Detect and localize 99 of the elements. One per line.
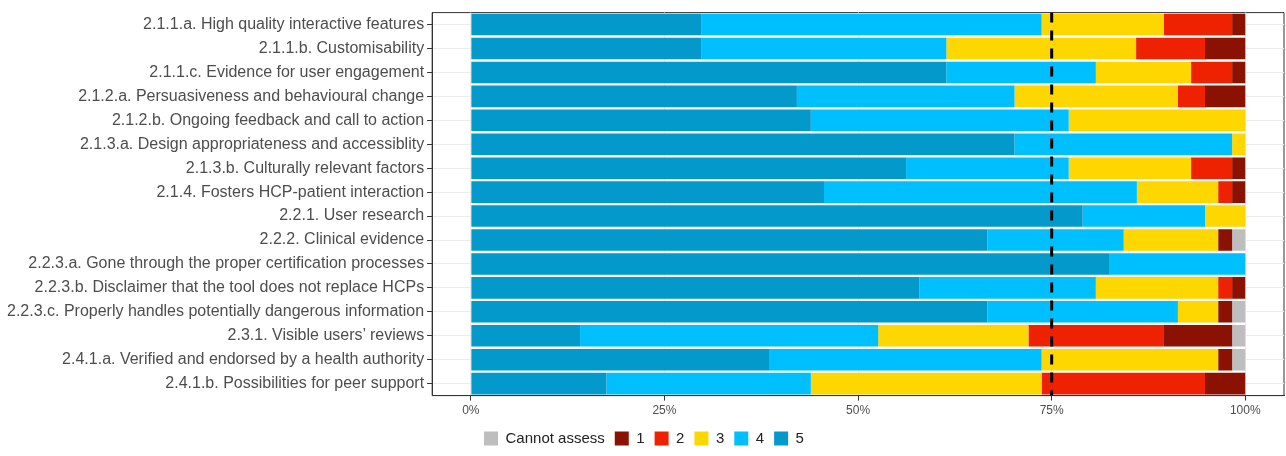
bar xyxy=(1205,37,1246,60)
bar xyxy=(471,37,702,60)
y-tick-label: 2.2.3.c. Properly handles potentially dangerous information xyxy=(7,302,425,320)
x-tick-label: 0% xyxy=(462,403,480,418)
y-tick-label: 2.1.1.a. High quality interactive features xyxy=(143,14,425,32)
bar xyxy=(1218,181,1233,203)
bar xyxy=(1014,133,1233,156)
bar xyxy=(1109,253,1246,275)
bar xyxy=(1177,301,1219,323)
bar xyxy=(471,205,1083,227)
bar xyxy=(471,229,988,251)
bar xyxy=(769,348,1042,371)
bar xyxy=(1232,13,1246,36)
bar xyxy=(471,133,1015,156)
y-tick-label: 2.2.1. User research xyxy=(279,206,425,224)
y-tick-label: 2.2.2. Clinical evidence xyxy=(259,230,425,248)
bar xyxy=(878,324,1029,347)
bar xyxy=(1218,229,1233,251)
bar xyxy=(1028,324,1164,347)
y-tick-label: 2.1.3.a. Design appropriateness and accessiblity xyxy=(79,134,425,152)
bar xyxy=(1205,372,1246,395)
bar xyxy=(919,277,1096,299)
bar xyxy=(1163,324,1233,347)
bar xyxy=(606,372,811,395)
bar xyxy=(1068,157,1192,179)
bar xyxy=(810,372,1042,395)
y-tick-label: 2.1.2.a. Persuasiveness and behavioural change xyxy=(78,86,425,104)
bar xyxy=(1191,157,1233,179)
bar xyxy=(1218,277,1233,299)
bar xyxy=(471,157,907,179)
x-tick-label: 50% xyxy=(846,403,871,418)
y-tick-label: 2.2.3.b. Disclaimer that the tool does not replace HCPs xyxy=(34,278,425,296)
bar xyxy=(987,229,1124,251)
bar xyxy=(1014,85,1178,108)
bar xyxy=(1136,181,1219,203)
bar xyxy=(471,253,1110,275)
bar xyxy=(1232,301,1246,323)
bar xyxy=(1123,229,1219,251)
bar xyxy=(1232,133,1246,156)
bar xyxy=(1177,85,1206,108)
bar xyxy=(1232,277,1246,299)
y-tick-label: 2.1.1.b. Customisability xyxy=(258,38,425,56)
bar xyxy=(796,85,1015,108)
bar xyxy=(471,85,797,108)
bar xyxy=(1218,301,1233,323)
bar xyxy=(471,181,824,203)
x-tick-label: 100% xyxy=(1229,403,1261,418)
legend-label: 3 xyxy=(715,428,725,446)
bar xyxy=(701,37,947,60)
bar xyxy=(471,61,947,84)
bar xyxy=(1095,277,1219,299)
bar xyxy=(471,324,581,347)
bar xyxy=(906,157,1069,179)
bar xyxy=(1205,205,1246,227)
bar xyxy=(471,109,811,132)
bar xyxy=(1082,205,1206,227)
x-tick-label: 25% xyxy=(652,403,677,418)
bar xyxy=(1232,324,1246,347)
y-tick-label: 2.3.1. Visible users’ reviews xyxy=(227,326,425,344)
bar xyxy=(1218,348,1233,371)
bar xyxy=(810,109,1069,132)
bar xyxy=(1068,109,1246,132)
bar xyxy=(580,324,879,347)
x-tick-label: 75% xyxy=(1039,403,1065,418)
y-tick-label: 2.4.1.b. Possibilities for peer support xyxy=(165,374,425,392)
bar xyxy=(824,181,1137,203)
legend-label: 1 xyxy=(636,428,645,446)
y-tick-label: 2.1.3.b. Culturally relevant factors xyxy=(185,158,425,176)
bar xyxy=(701,13,1042,36)
legend-label: Cannot assess xyxy=(505,428,605,446)
bar xyxy=(1232,61,1246,84)
bar xyxy=(946,61,1096,84)
bar xyxy=(1041,372,1206,395)
legend-label: 5 xyxy=(795,428,804,446)
bar xyxy=(1205,85,1246,108)
y-tick-label: 2.1.1.c. Evidence for user engagement xyxy=(149,62,425,80)
bar xyxy=(1041,348,1219,371)
bar xyxy=(987,301,1178,323)
bar xyxy=(1163,13,1233,36)
bar xyxy=(1136,37,1206,60)
bar xyxy=(1041,13,1164,36)
bar xyxy=(471,348,770,371)
bar xyxy=(1232,229,1246,251)
bar xyxy=(471,372,607,395)
bar xyxy=(1232,157,1246,179)
bar xyxy=(1191,61,1233,84)
y-tick-label: 2.1.4. Fosters HCP-patient interaction xyxy=(156,182,425,200)
bar xyxy=(471,13,702,36)
legend-label: 2 xyxy=(676,428,685,446)
bar xyxy=(1232,348,1246,371)
bar xyxy=(1232,181,1246,203)
y-tick-label: 2.2.3.a. Gone through the proper certification processes xyxy=(28,254,425,272)
y-tick-label: 2.4.1.a. Verified and endorsed by a health authority xyxy=(62,350,425,368)
bar xyxy=(1095,61,1192,84)
legend-label: 4 xyxy=(755,428,765,446)
y-tick-label: 2.1.2.b. Ongoing feedback and call to action xyxy=(111,110,425,128)
bar xyxy=(946,37,1137,60)
bar xyxy=(471,301,988,323)
bar xyxy=(471,277,920,299)
